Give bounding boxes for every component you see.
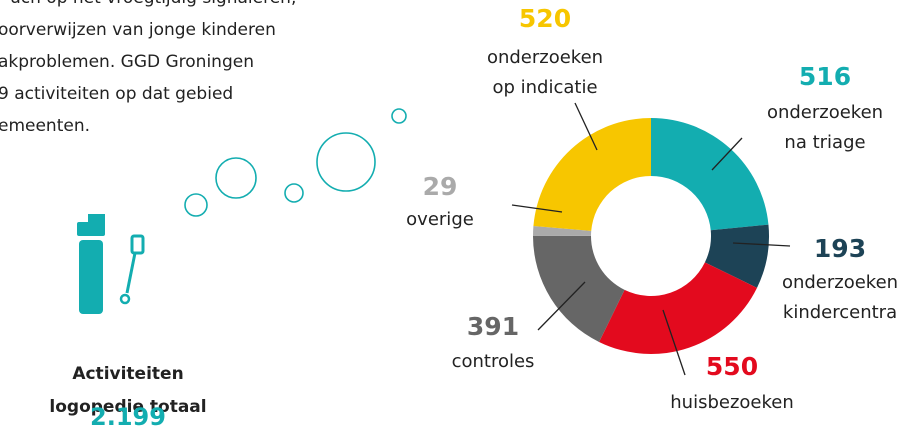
segment-label: op indicatie xyxy=(492,77,597,98)
segment-label: onderzoeken xyxy=(782,272,898,293)
intro-line: oorverwijzen van jonge kinderen xyxy=(0,20,276,40)
segment-label: na triage xyxy=(784,132,865,153)
intro-line: uch op het vroegtijdig signaleren, xyxy=(10,0,296,8)
bottle-icon xyxy=(77,214,143,314)
value-label: 391 xyxy=(467,312,519,341)
intro-line: emeenten. xyxy=(0,116,90,136)
donut-segment xyxy=(533,118,651,231)
segment-label: onderzoeken xyxy=(767,102,883,123)
intro-line: akproblemen. GGD Groningen xyxy=(0,52,254,72)
value-label: 193 xyxy=(814,234,866,263)
segment-label: controles xyxy=(452,351,535,372)
segment-label: overige xyxy=(406,209,474,230)
value-label: 516 xyxy=(799,62,851,91)
intro-line: 9 activiteiten op dat gebied xyxy=(0,84,233,104)
value-label: 550 xyxy=(706,352,758,381)
bubbles xyxy=(185,109,406,216)
segment-label: huisbezoeken xyxy=(670,392,794,413)
segment-label: kindercentra xyxy=(783,302,897,323)
infographic: uch op het vroegtijdig signaleren, oorver… xyxy=(0,0,917,433)
value-label: 29 xyxy=(423,172,458,201)
value-label: 520 xyxy=(519,4,571,33)
segment-label: onderzoeken xyxy=(487,47,603,68)
donut-segment xyxy=(651,118,768,230)
total-label: Activiteiten xyxy=(72,364,183,384)
total-value: 2.199 xyxy=(90,403,166,431)
